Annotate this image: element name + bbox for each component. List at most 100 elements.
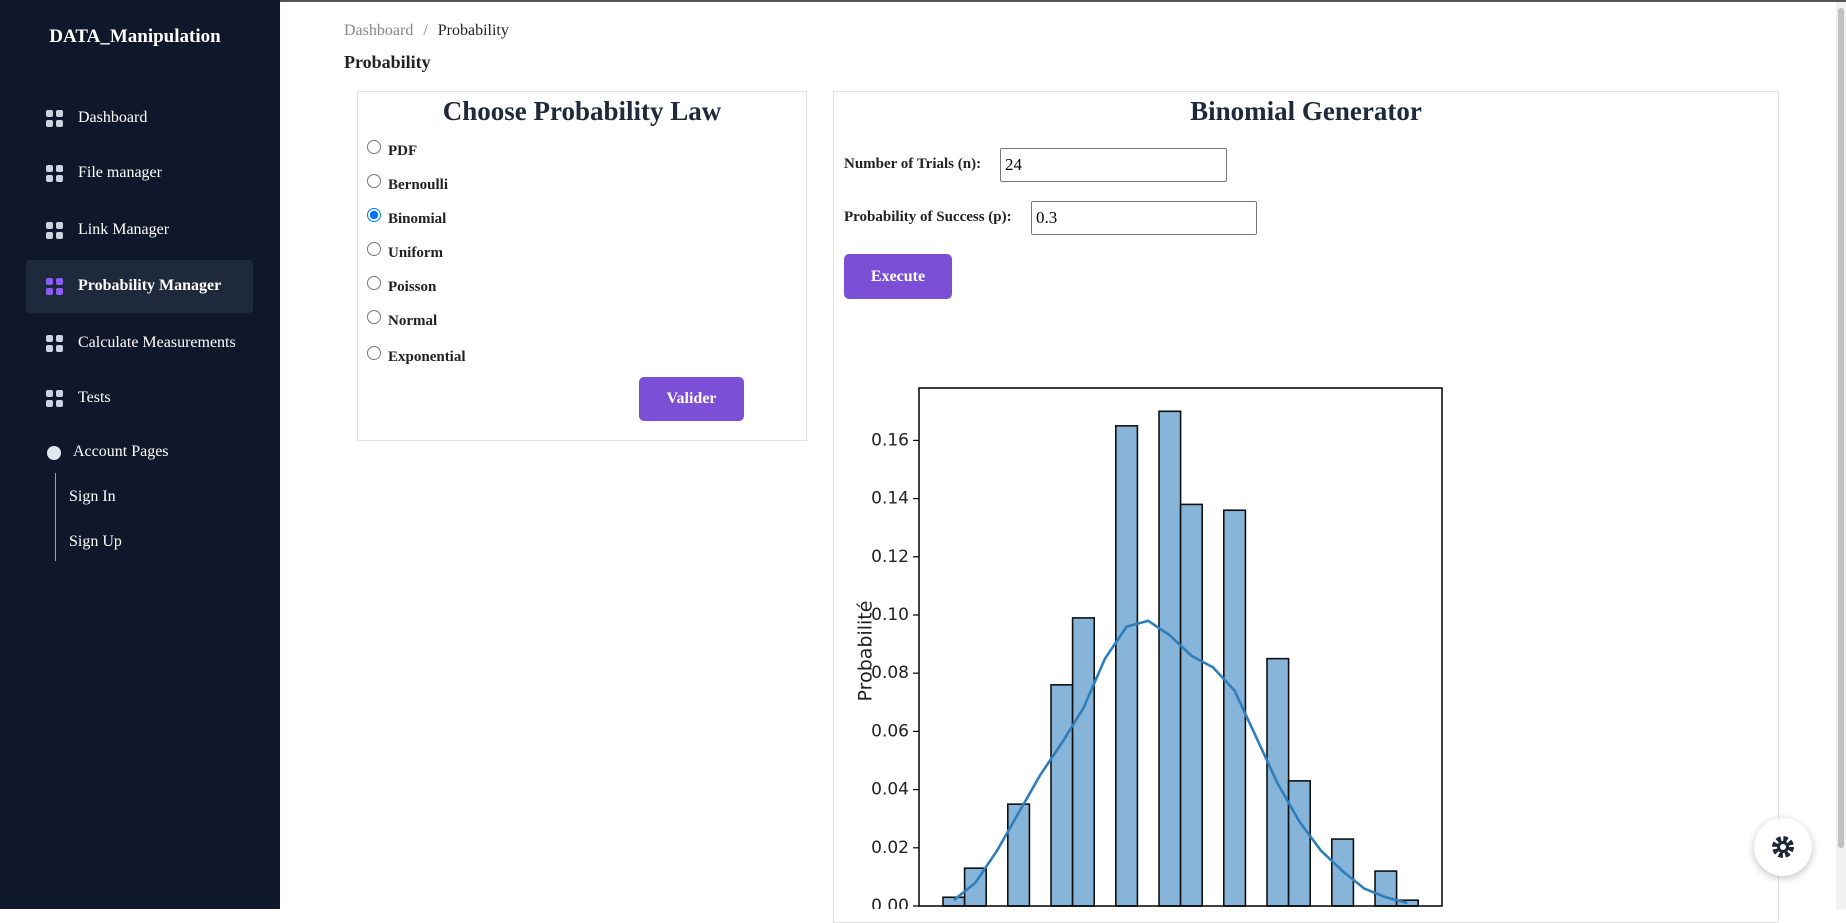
y-tick-label: 0.06 <box>871 721 909 741</box>
radio[interactable] <box>367 208 381 222</box>
y-axis-label: Probabilité <box>855 601 877 702</box>
radio-label[interactable]: Poisson <box>388 279 437 295</box>
radio-label[interactable]: PDF <box>388 143 418 159</box>
breadcrumb: Dashboard / Probability <box>344 22 509 40</box>
y-tick-label: 0.10 <box>871 605 909 625</box>
account-title[interactable]: Account Pages <box>73 443 169 460</box>
bar <box>1158 410 1182 907</box>
probability-input[interactable] <box>1031 201 1257 235</box>
nav-active-bg <box>26 260 253 313</box>
icon-dot <box>46 222 53 229</box>
account-item[interactable]: Sign Up <box>69 533 122 550</box>
account-line <box>55 473 56 561</box>
radio-label[interactable]: Bernoulli <box>388 177 449 193</box>
bar <box>1115 425 1139 907</box>
icon-dot <box>56 278 63 285</box>
field-label: Probability of Success (p): <box>844 209 1012 225</box>
radio-label[interactable]: Binomial <box>388 211 447 227</box>
settings-button[interactable] <box>1754 818 1812 876</box>
account-item[interactable]: Sign In <box>69 488 116 505</box>
radio[interactable] <box>367 242 381 256</box>
radio[interactable] <box>367 140 381 154</box>
y-tick-label: 0.00 <box>871 896 909 909</box>
y-tick-label: 0.08 <box>871 663 909 683</box>
brand: DATA_Manipulation <box>49 26 221 47</box>
nav-icon <box>46 390 64 408</box>
y-tick-label: 0.16 <box>871 430 909 450</box>
nav-icon <box>46 110 64 128</box>
bar <box>1006 803 1031 907</box>
top-border <box>280 0 1846 2</box>
icon-dot <box>46 120 53 127</box>
icon-dot <box>56 390 63 397</box>
nav-item[interactable]: Link Manager <box>78 221 170 238</box>
icon-dot <box>46 390 53 397</box>
y-tick-label: 0.14 <box>871 489 909 509</box>
radio-label[interactable]: Normal <box>388 313 438 329</box>
sidebar: DATA_Manipulation Dashboard File manager L… <box>0 0 280 909</box>
nav-icon <box>46 165 64 183</box>
radio[interactable] <box>367 174 381 188</box>
nav-item[interactable]: File manager <box>78 164 162 181</box>
law-card: Choose Probability Law Valider PDF Bernou… <box>357 91 807 441</box>
bar <box>1050 684 1074 907</box>
kde-line <box>952 619 1408 905</box>
icon-dot <box>56 232 63 239</box>
icon-dot <box>46 288 53 295</box>
radio-label[interactable]: Exponential <box>388 349 466 365</box>
icon-dot <box>56 222 63 229</box>
radio-label[interactable]: Uniform <box>388 245 443 261</box>
icon-dot <box>56 288 63 295</box>
icon-dot <box>56 400 63 407</box>
account-icon <box>47 446 61 460</box>
nav-icon <box>46 278 64 296</box>
icon-dot <box>56 120 63 127</box>
nav-item[interactable]: Dashboard <box>78 109 148 126</box>
breadcrumb-item[interactable]: Dashboard <box>344 22 414 39</box>
nav-item[interactable]: Tests <box>78 389 111 406</box>
bar <box>1374 870 1398 907</box>
icon-dot <box>56 335 63 342</box>
gear-icon <box>1772 836 1794 858</box>
y-tick-label: 0.04 <box>871 780 909 800</box>
radio[interactable] <box>367 346 381 360</box>
icon-dot <box>56 165 63 172</box>
card-title: Choose Probability Law <box>442 96 722 126</box>
card-title: Binomial Generator <box>1190 96 1422 126</box>
icon-dot <box>46 175 53 182</box>
icon-dot <box>56 175 63 182</box>
icon-dot <box>46 165 53 172</box>
y-tick-label: 0.12 <box>871 547 909 567</box>
icon-dot <box>46 110 53 117</box>
radio[interactable] <box>367 276 381 290</box>
bar <box>1287 780 1311 907</box>
bar <box>1179 503 1203 907</box>
radio[interactable] <box>367 310 381 324</box>
scrollbar <box>1836 2 1846 909</box>
icon-dot <box>46 232 53 239</box>
icon-dot <box>56 345 63 352</box>
nav-icon <box>46 335 64 353</box>
icon-dot <box>46 400 53 407</box>
nav-item[interactable]: Probability Manager <box>78 277 222 294</box>
icon-dot <box>46 335 53 342</box>
page-title: Probability <box>344 52 431 72</box>
breadcrumb-item: Probability <box>437 22 509 39</box>
nav-item[interactable]: Calculate Measurements <box>78 334 236 351</box>
breadcrumb-separator: / <box>423 22 428 39</box>
nav-icon <box>46 222 64 240</box>
trials-input[interactable] <box>1000 148 1227 182</box>
bar <box>1071 617 1095 907</box>
y-tick-label: 0.02 <box>871 838 909 858</box>
validate-button[interactable]: Valider <box>639 377 744 421</box>
execute-button[interactable]: Execute <box>844 254 952 299</box>
field-label: Number of Trials (n): <box>844 156 982 172</box>
scrollbar-thumb[interactable] <box>1838 8 1844 848</box>
icon-dot <box>46 278 53 285</box>
plot-frame <box>918 387 1443 907</box>
bar <box>963 867 987 907</box>
icon-dot <box>46 345 53 352</box>
icon-dot <box>56 110 63 117</box>
